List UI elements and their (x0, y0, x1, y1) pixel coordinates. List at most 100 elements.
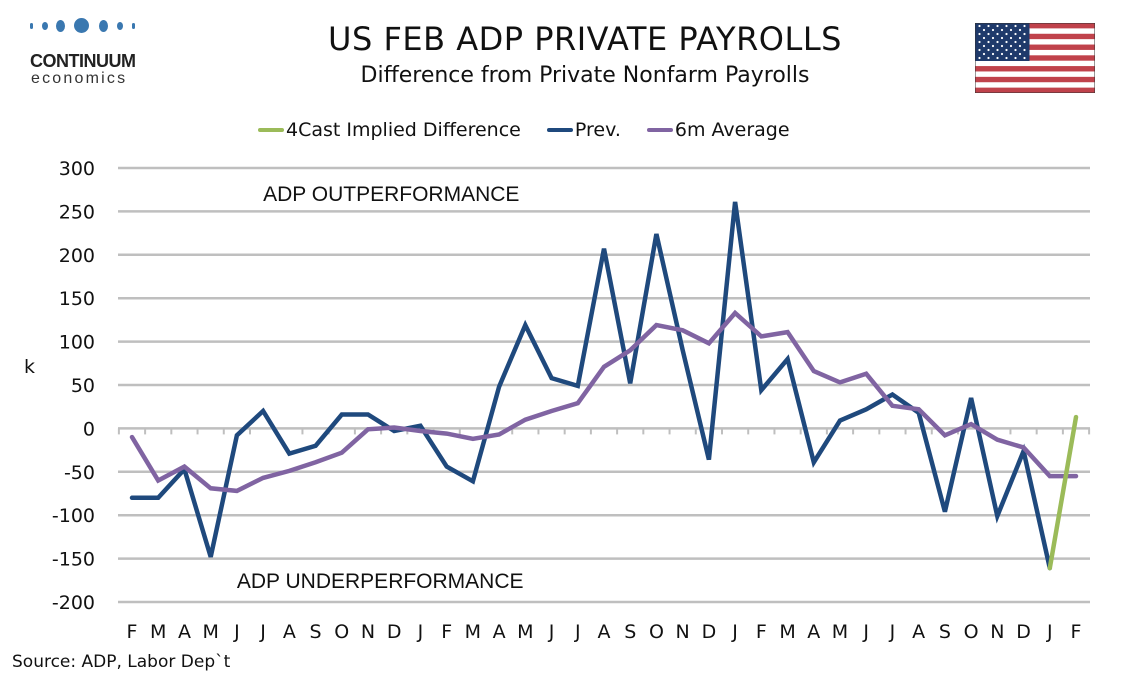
legend-label-4cast: 4Cast Implied Difference (286, 119, 521, 141)
flag-star (1018, 36, 1022, 40)
x-tick-label: F (127, 621, 138, 643)
x-tick-label: M (150, 621, 166, 643)
x-tick-label: A (283, 621, 296, 643)
flag-star (987, 24, 990, 28)
flag-star (1009, 52, 1013, 56)
flag-star (982, 36, 986, 40)
series-prev (129, 201, 1053, 571)
flag-star (1018, 28, 1022, 32)
flag-star (996, 48, 999, 52)
flag-star (1023, 24, 1026, 28)
flag-star (1023, 32, 1026, 36)
flag-star (978, 48, 981, 52)
flag-star (991, 28, 995, 32)
flag-star (987, 48, 990, 52)
flag-stripe (975, 66, 1095, 72)
flag-star (1005, 32, 1008, 36)
flag-star (982, 52, 986, 56)
legend-label-prev: Prev. (574, 119, 621, 141)
y-tick-label: 250 (59, 201, 95, 223)
annotation-outperformance: ADP OUTPERFORMANCE (263, 183, 519, 206)
logo-dots-icon (14, 14, 135, 36)
chart-title: US FEB ADP PRIVATE PAYROLLS (328, 20, 842, 58)
x-tick-label: A (598, 621, 611, 643)
x-tick-label: M (517, 621, 533, 643)
x-tick-label: D (702, 621, 717, 643)
source-note: Source: ADP, Labor Dep`t (12, 652, 231, 672)
x-tick-label: N (676, 621, 690, 643)
flag-star (987, 32, 990, 36)
x-tick-label: M (465, 621, 481, 643)
flag-star (978, 56, 981, 60)
x-tick-label: J (731, 621, 738, 643)
x-tick-label: D (1016, 621, 1031, 643)
flag-star (978, 40, 981, 44)
x-tick-label: M (832, 621, 848, 643)
logo-name: CONTINUUM (30, 51, 136, 71)
continuum-logo: CONTINUUM economics (14, 14, 136, 87)
y-tick-label: 150 (59, 288, 95, 310)
flag-star (1014, 40, 1017, 44)
flag-star (987, 56, 990, 60)
series-4cast-implied-difference (1047, 414, 1079, 571)
x-tick-label: J (548, 621, 555, 643)
flag-star (1014, 24, 1017, 28)
legend-swatch-prev (546, 128, 573, 132)
flag-star (996, 40, 999, 44)
x-tick-label: S (624, 621, 636, 643)
y-tick-label: -50 (64, 462, 95, 484)
y-axis-label: k (24, 356, 35, 378)
legend-item-4cast: 4Cast Implied Difference (258, 119, 521, 141)
flag-star (1023, 56, 1026, 60)
x-tick-label: J (259, 621, 266, 643)
flag-star (987, 40, 990, 44)
flag-star (991, 44, 995, 48)
y-tick-label: 0 (83, 418, 95, 440)
flag-star (1005, 40, 1008, 44)
flag-star (1014, 48, 1017, 52)
x-tick-label: O (964, 621, 979, 643)
flag-star (1000, 28, 1004, 32)
flag-star (1005, 48, 1008, 52)
x-tick-label: O (334, 621, 349, 643)
legend-item-6m-average: 6m Average (646, 119, 790, 141)
x-tick-label: M (202, 621, 218, 643)
logo-subtitle: economics (31, 70, 128, 87)
x-tick-label: N (361, 621, 375, 643)
x-tick-label: J (862, 621, 869, 643)
flag-star (1009, 44, 1013, 48)
x-tick-label: A (912, 621, 925, 643)
x-tick-label: M (779, 621, 795, 643)
y-tick-label: -100 (52, 505, 95, 527)
x-tick-label: F (441, 621, 452, 643)
flag-star (1023, 40, 1026, 44)
flag-star (1005, 56, 1008, 60)
x-tick-label: J (574, 621, 581, 643)
flag-star (996, 32, 999, 36)
flag-stripe (975, 44, 1095, 50)
flag-star (1014, 56, 1017, 60)
x-tick-label: A (493, 621, 506, 643)
y-tick-label: -200 (52, 592, 95, 614)
chart-subtitle: Difference from Private Nonfarm Payrolls (360, 63, 810, 88)
x-tick-label: N (990, 621, 1004, 643)
x-tick-label: F (756, 621, 767, 643)
x-tick-label: A (178, 621, 191, 643)
y-tick-label: 50 (71, 375, 95, 397)
flag-stripe (975, 33, 1095, 40)
flag-stripe (975, 76, 1095, 83)
y-tick-label: 100 (59, 332, 95, 354)
flag-stripe (975, 55, 1095, 61)
chart-legend: 4Cast Implied Difference Prev. 6m Averag… (258, 119, 816, 141)
y-tick-label: 300 (59, 158, 95, 180)
x-tick-label: J (1046, 621, 1053, 643)
x-tick-label: A (807, 621, 820, 643)
flag-star (978, 32, 981, 36)
flag-star (982, 44, 986, 48)
flag-star (991, 36, 995, 40)
legend-label-6m-average: 6m Average (674, 119, 790, 141)
flag-star (996, 56, 999, 60)
us-flag-icon (975, 23, 1095, 93)
flag-star (1018, 52, 1022, 56)
